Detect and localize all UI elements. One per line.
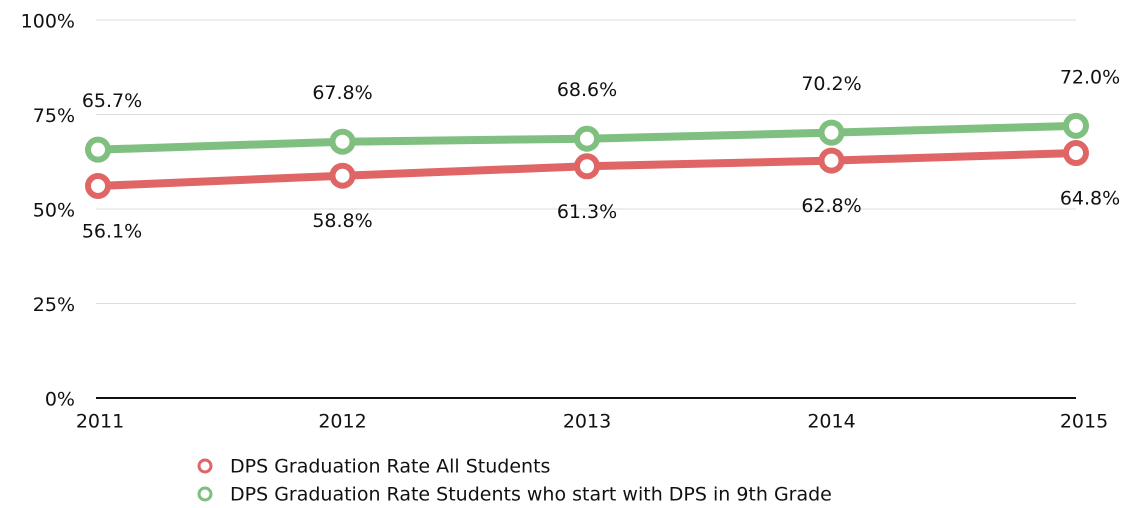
data-point xyxy=(85,172,111,199)
data-point xyxy=(574,125,600,152)
legend-marker xyxy=(197,458,213,474)
legend-marker xyxy=(197,486,213,502)
y-tick-label: 75% xyxy=(33,105,75,127)
data-point xyxy=(818,119,845,146)
data-label: 56.1% xyxy=(82,220,142,242)
y-tick-label: 0% xyxy=(45,389,75,411)
data-label: 64.8% xyxy=(1060,188,1120,210)
x-tick-label: 2014 xyxy=(807,411,855,433)
y-tick-label: 50% xyxy=(33,200,75,222)
x-tick-label: 2013 xyxy=(563,411,611,433)
y-tick-label: 100% xyxy=(21,11,75,33)
data-label: 70.2% xyxy=(801,73,861,95)
data-point xyxy=(818,147,845,174)
data-point xyxy=(1063,140,1089,167)
data-point xyxy=(1063,112,1089,139)
data-point xyxy=(574,153,600,180)
x-tick-label: 2015 xyxy=(1060,411,1108,433)
legend-label: DPS Graduation Rate All Students xyxy=(230,456,550,478)
data-label: 62.8% xyxy=(801,195,861,217)
data-label: 72.0% xyxy=(1060,66,1120,88)
data-label: 58.8% xyxy=(312,210,372,232)
data-label: 65.7% xyxy=(82,90,142,112)
x-tick-label: 2012 xyxy=(318,411,366,433)
data-point xyxy=(329,162,356,189)
y-tick-label: 25% xyxy=(33,294,75,316)
data-label: 68.6% xyxy=(557,79,617,101)
data-label: 61.3% xyxy=(557,201,617,223)
x-tick-label: 2011 xyxy=(76,411,124,433)
data-point xyxy=(329,128,356,155)
data-label: 67.8% xyxy=(312,82,372,104)
data-point xyxy=(85,136,111,163)
legend-label: DPS Graduation Rate Students who start w… xyxy=(230,484,832,506)
